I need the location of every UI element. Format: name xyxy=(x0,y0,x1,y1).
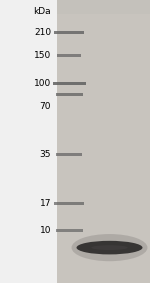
Bar xyxy=(90,0,92,283)
Bar xyxy=(83,0,85,283)
Bar xyxy=(57,0,59,283)
Ellipse shape xyxy=(76,241,142,254)
Bar xyxy=(131,0,133,283)
Bar xyxy=(111,0,113,283)
Bar xyxy=(56,93,82,96)
Bar xyxy=(107,0,109,283)
Bar xyxy=(54,31,84,34)
Bar xyxy=(63,0,64,283)
Bar xyxy=(85,0,87,283)
Text: 150: 150 xyxy=(34,51,51,60)
Bar xyxy=(74,0,76,283)
Text: 10: 10 xyxy=(39,226,51,235)
Bar xyxy=(61,0,63,283)
Bar xyxy=(109,0,111,283)
Bar xyxy=(117,0,118,283)
Bar xyxy=(57,54,81,57)
Text: 35: 35 xyxy=(39,150,51,159)
Bar xyxy=(126,0,128,283)
Bar xyxy=(70,0,72,283)
Bar xyxy=(128,0,130,283)
Bar xyxy=(96,0,98,283)
Bar xyxy=(64,0,66,283)
Ellipse shape xyxy=(91,245,128,250)
Bar xyxy=(103,0,105,283)
Bar xyxy=(137,0,139,283)
Bar xyxy=(115,0,117,283)
Bar xyxy=(66,0,68,283)
Bar xyxy=(133,0,135,283)
Text: 100: 100 xyxy=(34,79,51,88)
Bar xyxy=(68,0,70,283)
Bar xyxy=(113,0,115,283)
Bar xyxy=(89,0,90,283)
Bar xyxy=(130,0,131,283)
Ellipse shape xyxy=(72,234,147,261)
Bar xyxy=(105,0,107,283)
Bar xyxy=(148,0,150,283)
Bar xyxy=(57,0,150,283)
Bar xyxy=(76,0,77,283)
Text: 70: 70 xyxy=(39,102,51,111)
Bar xyxy=(77,0,79,283)
Bar xyxy=(87,0,89,283)
Bar xyxy=(142,0,144,283)
Bar xyxy=(56,153,82,156)
Bar xyxy=(92,0,94,283)
Bar xyxy=(124,0,126,283)
Bar xyxy=(98,0,100,283)
Bar xyxy=(79,0,81,283)
Bar xyxy=(56,229,82,232)
Bar xyxy=(141,0,142,283)
Text: kDa: kDa xyxy=(33,7,51,16)
Bar xyxy=(54,202,84,205)
Text: 210: 210 xyxy=(34,28,51,37)
Bar xyxy=(139,0,141,283)
Bar xyxy=(144,0,146,283)
Bar xyxy=(146,0,148,283)
Bar xyxy=(120,0,122,283)
Bar xyxy=(94,0,96,283)
Bar xyxy=(122,0,124,283)
Bar xyxy=(81,0,83,283)
Bar xyxy=(59,0,61,283)
Bar xyxy=(135,0,137,283)
Bar xyxy=(100,0,102,283)
Bar xyxy=(118,0,120,283)
Bar xyxy=(57,0,150,14)
Bar xyxy=(72,0,74,283)
Text: 17: 17 xyxy=(39,199,51,208)
Bar xyxy=(102,0,103,283)
Bar xyxy=(52,82,86,85)
